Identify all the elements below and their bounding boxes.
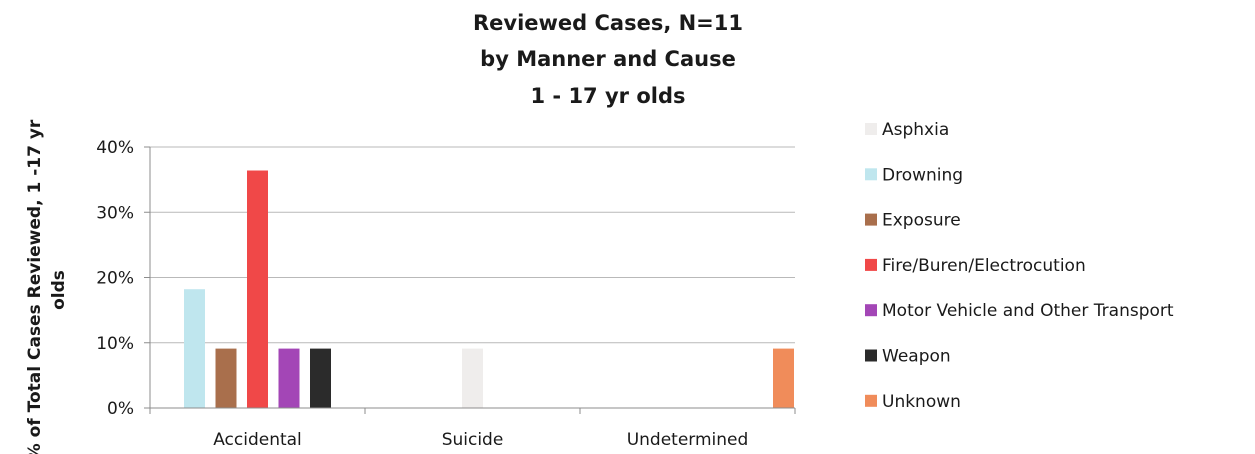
chart-title-line-2: by Manner and Cause <box>480 47 736 71</box>
bar <box>247 170 268 408</box>
legend-swatch <box>865 123 877 135</box>
legend-label: Fire/Buren/Electrocution <box>882 256 1086 276</box>
legend-swatch <box>865 394 877 407</box>
x-category-label: Undetermined <box>627 430 749 450</box>
bar <box>462 348 483 408</box>
bar <box>773 348 794 408</box>
y-tick-labels: 0% 10% 20% 30% 40% <box>96 138 134 419</box>
legend-label: Asphxia <box>882 120 949 140</box>
y-axis-label: % of Total Cases Reviewed, 1 -17 yr olds <box>25 119 69 454</box>
bars <box>184 170 794 408</box>
y-tick-label: 0% <box>107 399 134 419</box>
legend-swatch <box>865 168 877 181</box>
chart-title-line-1: Reviewed Cases, N=11 <box>473 11 743 35</box>
legend-label: Exposure <box>882 211 961 231</box>
bar <box>184 289 205 408</box>
legend-swatch <box>865 213 877 226</box>
legend-swatch <box>865 258 877 271</box>
axes <box>149 147 796 414</box>
y-tick-label: 10% <box>96 334 134 354</box>
y-axis-label-line-1: % of Total Cases Reviewed, 1 -17 yr <box>25 119 45 454</box>
chart-title: Reviewed Cases, N=11 by Manner and Cause… <box>473 11 743 108</box>
x-category-label: Accidental <box>213 430 302 450</box>
y-axis-label-line-2: olds <box>49 270 69 310</box>
bar <box>278 348 300 408</box>
legend: Asphxia Drowning Exposure Fire/Buren/Electr… <box>865 120 1174 412</box>
legend-label: Weapon <box>882 347 951 367</box>
legend-label: Motor Vehicle and Other Transport <box>882 301 1174 321</box>
y-tick-label: 20% <box>96 269 134 289</box>
y-tick-label: 40% <box>96 138 134 158</box>
chart-title-line-3: 1 - 17 yr olds <box>531 84 686 108</box>
legend-swatch <box>865 304 877 317</box>
bar <box>310 348 331 408</box>
legend-swatch <box>865 349 877 362</box>
legend-label: Unknown <box>882 392 961 412</box>
legend-label: Drowning <box>882 165 963 185</box>
bar <box>215 348 237 408</box>
x-category-label: Suicide <box>442 430 504 450</box>
y-tick-label: 30% <box>96 203 134 223</box>
x-category-labels: Accidental Suicide Undetermined <box>213 430 748 450</box>
